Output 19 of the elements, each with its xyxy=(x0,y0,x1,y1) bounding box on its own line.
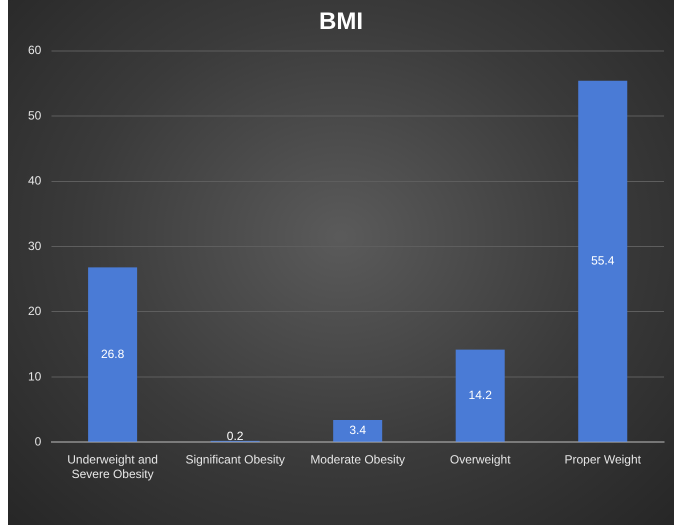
data-label: 14.2 xyxy=(468,388,492,402)
x-tick-label: Significant Obesity xyxy=(185,452,285,467)
chart-title: BMI xyxy=(319,8,363,36)
category-label: Severe Obesity xyxy=(72,467,154,482)
y-tick-label: 60 xyxy=(28,43,42,58)
category-label: Underweight and xyxy=(67,452,158,467)
y-tick-label: 30 xyxy=(28,238,42,253)
x-tick-label: Moderate Obesity xyxy=(310,452,406,467)
y-tick-label: 20 xyxy=(28,304,42,318)
x-tick-label: Overweight xyxy=(450,452,512,467)
x-tick-label: Proper Weight xyxy=(564,452,642,467)
y-tick-label: 10 xyxy=(28,369,42,384)
y-tick-label: 50 xyxy=(28,108,42,122)
y-tick-label: 0 xyxy=(34,434,42,449)
y-tick-label: 40 xyxy=(28,174,42,188)
data-label: 0.2 xyxy=(226,429,244,444)
data-label: 3.4 xyxy=(349,423,366,438)
data-label: 26.8 xyxy=(100,346,125,361)
data-label: 55.4 xyxy=(591,254,615,268)
